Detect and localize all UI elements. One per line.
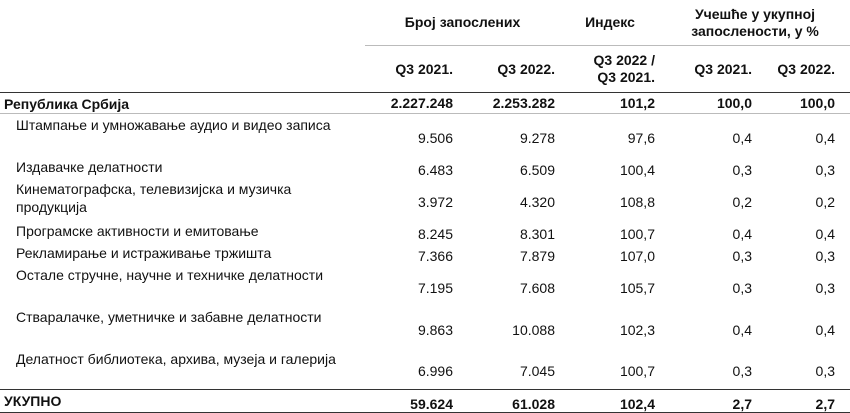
cell-value: 6.509 xyxy=(519,161,555,178)
cell-value: 100,4 xyxy=(619,161,655,178)
column-header: Q3 2021. xyxy=(660,45,755,93)
cell-value: 2.253.282 xyxy=(460,92,560,114)
cell-value: 0,4 xyxy=(815,225,836,242)
row-label: Програмске активности и емитовање xyxy=(16,222,259,239)
cell-value: 9.863 xyxy=(417,321,453,338)
cell-value: 0,4 xyxy=(815,129,836,146)
cell-value: 0,2 xyxy=(815,193,836,210)
cell-value: 2,7 xyxy=(755,389,850,413)
group-header: Учешће у укупној запослености, у % xyxy=(660,0,850,46)
cell-value: 59.624 xyxy=(365,389,460,413)
row-label: Штампање и умножавање аудио и видео запи… xyxy=(16,117,331,133)
table-row: Издавачке делатности 6.483 6.509 100,4 0,3 0,… xyxy=(0,156,850,178)
column-header: Q3 2022 / Q3 2021. xyxy=(560,45,660,93)
cell-value: 0,4 xyxy=(732,321,752,338)
cell-value: 9.506 xyxy=(417,129,453,146)
cell-value: 3.972 xyxy=(417,193,453,210)
table-row: Кинематографска, телевизијска и музичка … xyxy=(0,178,850,220)
empty-cell xyxy=(0,45,365,93)
row-label: Рекламирање и истраживање тржишта xyxy=(16,244,272,261)
cell-value: 4.320 xyxy=(519,193,555,210)
cell-value: 2,7 xyxy=(660,389,755,413)
cell-value: 7.195 xyxy=(417,279,453,296)
cell-value: 6.483 xyxy=(417,161,453,178)
group-header: Број запослених xyxy=(365,0,560,46)
column-header: Q3 2022. xyxy=(755,45,850,93)
row-label: Република Србија xyxy=(0,92,365,114)
table-body: Република Србија 2.227.248 2.253.282 101,2 1… xyxy=(0,92,850,413)
cell-value: 0,4 xyxy=(815,321,836,338)
cell-value: 6.996 xyxy=(417,363,453,380)
row-label: Издавачке делатности xyxy=(16,158,163,175)
cell-value: 0,3 xyxy=(732,279,752,296)
cell-value: 97,6 xyxy=(627,129,655,146)
cell-value: 7.879 xyxy=(519,247,555,264)
cell-value: 0,3 xyxy=(732,161,752,178)
column-header-row: Q3 2021. Q3 2022. Q3 2022 / Q3 2021. Q3 202… xyxy=(0,45,850,93)
cell-value: 0,3 xyxy=(815,161,836,178)
table-row: Република Србија 2.227.248 2.253.282 101,2 1… xyxy=(0,92,850,114)
empty-cell xyxy=(0,0,365,46)
column-header: Q3 2022. xyxy=(460,45,560,93)
cell-value: 0,3 xyxy=(815,247,836,264)
table-row: УКУПНО 59.624 61.028 102,4 2,7 2,7 xyxy=(0,389,850,413)
cell-value: 8.301 xyxy=(519,225,555,242)
table-row: Штампање и умножавање аудио и видео запи… xyxy=(0,114,850,156)
table-row: Рекламирање и истраживање тржишта 7.366 7.… xyxy=(0,242,850,264)
cell-value: 100,0 xyxy=(660,92,755,114)
cell-value: 7.045 xyxy=(519,363,555,380)
cell-value: 7.366 xyxy=(417,247,453,264)
cell-value: 0,3 xyxy=(815,363,836,380)
row-label: УКУПНО xyxy=(0,389,365,413)
group-header: Индекс xyxy=(560,0,660,46)
cell-value: 0,3 xyxy=(732,247,752,264)
row-label: Делатност библиотека, архива, музеја и г… xyxy=(16,350,336,367)
cell-value: 0,4 xyxy=(732,129,752,146)
table-row: Стваралачке, уметничке и забавне делатно… xyxy=(0,306,850,348)
cell-value: 61.028 xyxy=(460,389,560,413)
cell-value: 108,8 xyxy=(619,193,655,210)
row-label: Остале стручне, научне и техничке делатн… xyxy=(16,266,324,283)
cell-value: 107,0 xyxy=(619,247,655,264)
cell-value: 100,7 xyxy=(619,225,655,242)
cell-value: 0,2 xyxy=(732,193,752,210)
cell-value: 0,3 xyxy=(815,279,836,296)
group-header-row: Број запослених Индекс Учешће у укупној … xyxy=(0,0,850,46)
cell-value: 2.227.248 xyxy=(365,92,460,114)
table-row: Програмске активности и емитовање 8.245 8.… xyxy=(0,220,850,242)
cell-value: 102,3 xyxy=(619,321,655,338)
cell-value: 8.245 xyxy=(417,225,453,242)
cell-value: 0,3 xyxy=(732,363,752,380)
cell-value: 105,7 xyxy=(619,279,655,296)
row-label: Кинематографска, телевизијска и музичка … xyxy=(16,180,292,215)
row-label: Стваралачке, уметничке и забавне делатно… xyxy=(16,308,322,325)
cell-value: 100,0 xyxy=(755,92,850,114)
cell-value: 10.088 xyxy=(512,321,555,338)
cell-value: 100,7 xyxy=(619,363,655,380)
column-header: Q3 2021. xyxy=(365,45,460,93)
table-row: Делатност библиотека, архива, музеја и г… xyxy=(0,348,850,390)
cell-value: 101,2 xyxy=(560,92,660,114)
cell-value: 102,4 xyxy=(560,389,660,413)
cell-value: 9.278 xyxy=(519,129,555,146)
cell-value: 0,4 xyxy=(732,225,752,242)
table-row: Остале стручне, научне и техничке делатн… xyxy=(0,264,850,306)
cell-value: 7.608 xyxy=(519,279,555,296)
